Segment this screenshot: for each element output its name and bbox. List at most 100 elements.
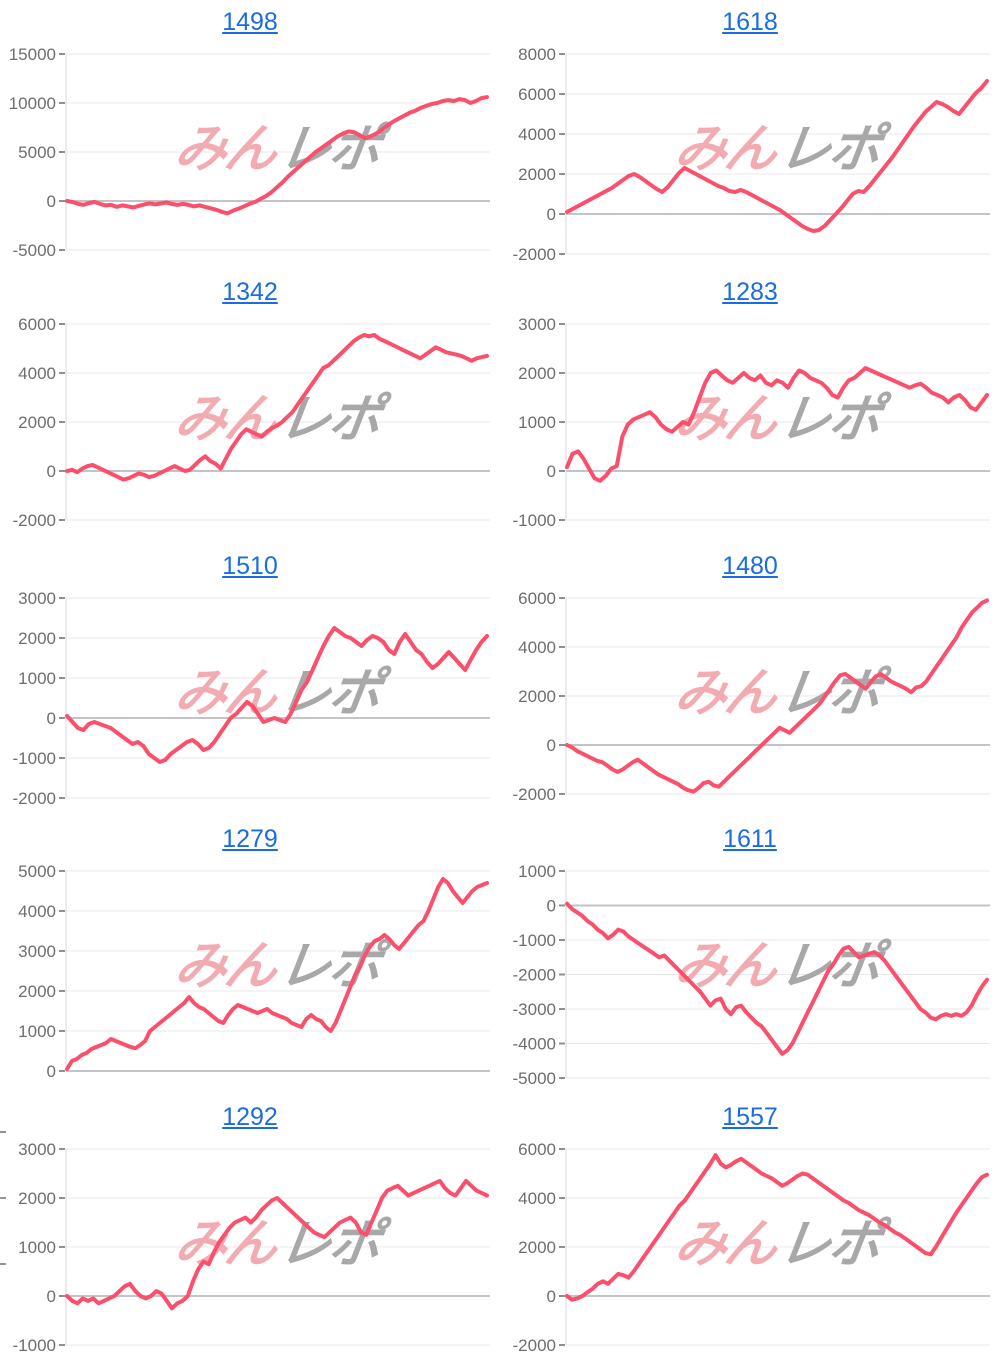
- axis-grid-layer: 8000 6000 4000 2000 0 -2000: [513, 45, 990, 264]
- y-axis-tick-label: -1000: [513, 511, 556, 530]
- chart-cell-1611: 1611 1000 0 -1000 -2000 -3000 -4000 -5000 みんレポ: [500, 817, 1000, 1095]
- cropped-axis-tick-mark: [0, 1197, 6, 1199]
- y-axis-tick-label: 4000: [518, 638, 556, 657]
- machine-number-link[interactable]: 1283: [722, 278, 778, 306]
- machine-number-link[interactable]: 1480: [722, 552, 778, 580]
- y-axis-tick-label: 2000: [18, 413, 56, 432]
- y-axis-tick-label: -5000: [513, 1069, 556, 1088]
- y-axis-tick-label: 0: [47, 709, 56, 728]
- chart-title-row: 1292: [0, 1095, 500, 1139]
- y-axis-tick-label: 4000: [18, 902, 56, 921]
- chart-cell-1618: 1618 8000 6000 4000 2000 0 -2000 みんレポ: [500, 0, 1000, 270]
- axis-grid-layer: 3000 2000 1000 0 -1000: [13, 1140, 490, 1355]
- machine-number-link[interactable]: 1611: [723, 825, 777, 853]
- y-axis-tick-label: 3000: [18, 589, 56, 608]
- chart-title-row: 1557: [500, 1095, 1000, 1139]
- y-axis-tick-label: 2000: [518, 687, 556, 706]
- y-axis-tick-label: 15000: [9, 45, 56, 64]
- y-axis-tick-label: -2000: [13, 511, 56, 530]
- machine-number-link[interactable]: 1498: [222, 8, 278, 36]
- y-axis-tick-label: 4000: [518, 1189, 556, 1208]
- y-axis-tick-label: -2000: [13, 789, 56, 808]
- y-axis-tick-label: 0: [47, 1062, 56, 1081]
- y-axis-tick-label: -1000: [513, 931, 556, 950]
- chart-title-row: 1618: [500, 0, 1000, 44]
- y-axis-tick-label: -1000: [13, 749, 56, 768]
- y-axis-tick-label: 4000: [518, 125, 556, 144]
- y-axis-tick-label: 1000: [18, 669, 56, 688]
- machine-number-link[interactable]: 1279: [222, 825, 278, 853]
- chart-cell-1498: 1498 15000 10000 5000 0 -5000 みんレポ: [0, 0, 500, 270]
- y-axis-tick-label: 0: [47, 1287, 56, 1306]
- y-axis-tick-label: 4000: [18, 364, 56, 383]
- y-axis-tick-label: -2000: [513, 966, 556, 985]
- chart-title-row: 1279: [0, 817, 500, 861]
- y-axis-tick-label: 2000: [18, 629, 56, 648]
- chart-cell-1283: 1283 3000 2000 1000 0 -1000 みんレポ: [500, 270, 1000, 544]
- slump-graph: 3000 2000 1000 0 -1000 みんレポ: [0, 1139, 500, 1358]
- y-axis-tick-label: -3000: [513, 1000, 556, 1019]
- slump-graph: 15000 10000 5000 0 -5000 みんレポ: [0, 44, 500, 270]
- y-axis-tick-label: 3000: [18, 1140, 56, 1159]
- axis-grid-layer: 6000 4000 2000 0 -2000: [513, 1140, 990, 1355]
- machine-number-link[interactable]: 1342: [222, 278, 278, 306]
- machine-number-link[interactable]: 1510: [222, 552, 278, 580]
- slump-graph: 3000 2000 1000 0 -1000 みんレポ: [500, 314, 1000, 544]
- y-axis-tick-label: 8000: [518, 45, 556, 64]
- chart-title-row: 1498: [0, 0, 500, 44]
- cropped-axis-tick-mark: [0, 1263, 6, 1265]
- chart-cell-1480: 1480 6000 4000 2000 0 -2000 みんレポ: [500, 544, 1000, 817]
- axis-grid-layer: 3000 2000 1000 0 -1000: [513, 315, 990, 530]
- chart-title-row: 1611: [500, 817, 1000, 861]
- y-axis-tick-label: -2000: [513, 785, 556, 804]
- y-axis-tick-label: 6000: [518, 1140, 556, 1159]
- y-axis-tick-label: 1000: [518, 862, 556, 881]
- y-axis-tick-label: 1000: [518, 413, 556, 432]
- chart-title-row: 1283: [500, 270, 1000, 314]
- chart-title-row: 1510: [0, 544, 500, 588]
- slump-graph: 6000 4000 2000 0 -2000 みんレポ: [500, 1139, 1000, 1358]
- y-axis-tick-label: 2000: [518, 364, 556, 383]
- y-axis-tick-label: 6000: [18, 315, 56, 334]
- y-axis-tick-label: 0: [47, 462, 56, 481]
- chart-cell-1510: 1510 3000 2000 1000 0 -1000 -2000 みんレポ: [0, 544, 500, 817]
- chart-cell-1279: 1279 5000 4000 3000 2000 1000 0 みんレポ: [0, 817, 500, 1095]
- slump-graph: 3000 2000 1000 0 -1000 -2000 みんレポ: [0, 588, 500, 817]
- slump-graph: 5000 4000 3000 2000 1000 0 みんレポ: [0, 861, 500, 1095]
- chart-cell-1557: 1557 6000 4000 2000 0 -2000 みんレポ: [500, 1095, 1000, 1358]
- y-axis-tick-label: 0: [547, 462, 556, 481]
- y-axis-tick-label: 5000: [18, 143, 56, 162]
- slump-graph: 6000 4000 2000 0 -2000 みんレポ: [500, 588, 1000, 817]
- y-axis-tick-label: -2000: [513, 245, 556, 264]
- chart-cell-1342: 1342 6000 4000 2000 0 -2000 みんレポ: [0, 270, 500, 544]
- slump-graph: 6000 4000 2000 0 -2000 みんレポ: [0, 314, 500, 544]
- machine-number-link[interactable]: 1618: [722, 8, 778, 36]
- y-axis-tick-label: 6000: [518, 589, 556, 608]
- y-axis-tick-label: -4000: [513, 1035, 556, 1054]
- axis-grid-layer: 15000 10000 5000 0 -5000: [9, 45, 490, 260]
- axis-grid-layer: 1000 0 -1000 -2000 -3000 -4000 -5000: [513, 862, 990, 1088]
- axis-grid-layer: 3000 2000 1000 0 -1000 -2000: [13, 589, 490, 808]
- axis-grid-layer: 6000 4000 2000 0 -2000: [513, 589, 990, 804]
- axis-grid-layer: 5000 4000 3000 2000 1000 0: [18, 862, 490, 1081]
- y-axis-tick-label: -2000: [513, 1336, 556, 1355]
- y-axis-tick-label: 0: [547, 205, 556, 224]
- y-axis-tick-label: 6000: [518, 85, 556, 104]
- y-axis-tick-label: 2000: [518, 1238, 556, 1257]
- slump-graph: 1000 0 -1000 -2000 -3000 -4000 -5000 みんレポ: [500, 861, 1000, 1095]
- y-axis-tick-label: 0: [547, 1287, 556, 1306]
- y-axis-tick-label: 0: [47, 192, 56, 211]
- machine-number-link[interactable]: 1557: [722, 1103, 778, 1131]
- y-axis-tick-label: 2000: [18, 1189, 56, 1208]
- y-axis-tick-label: 10000: [9, 94, 56, 113]
- y-axis-tick-label: 2000: [18, 982, 56, 1001]
- y-axis-tick-label: 1000: [18, 1022, 56, 1041]
- y-axis-tick-label: 5000: [18, 862, 56, 881]
- chart-cell-1292: 1292 3000 2000 1000 0 -1000 みんレポ: [0, 1095, 500, 1358]
- chart-title-row: 1480: [500, 544, 1000, 588]
- cropped-axis-tick-mark: [0, 1131, 6, 1133]
- machine-number-link[interactable]: 1292: [222, 1103, 278, 1131]
- y-axis-tick-label: 3000: [518, 315, 556, 334]
- chart-title-row: 1342: [0, 270, 500, 314]
